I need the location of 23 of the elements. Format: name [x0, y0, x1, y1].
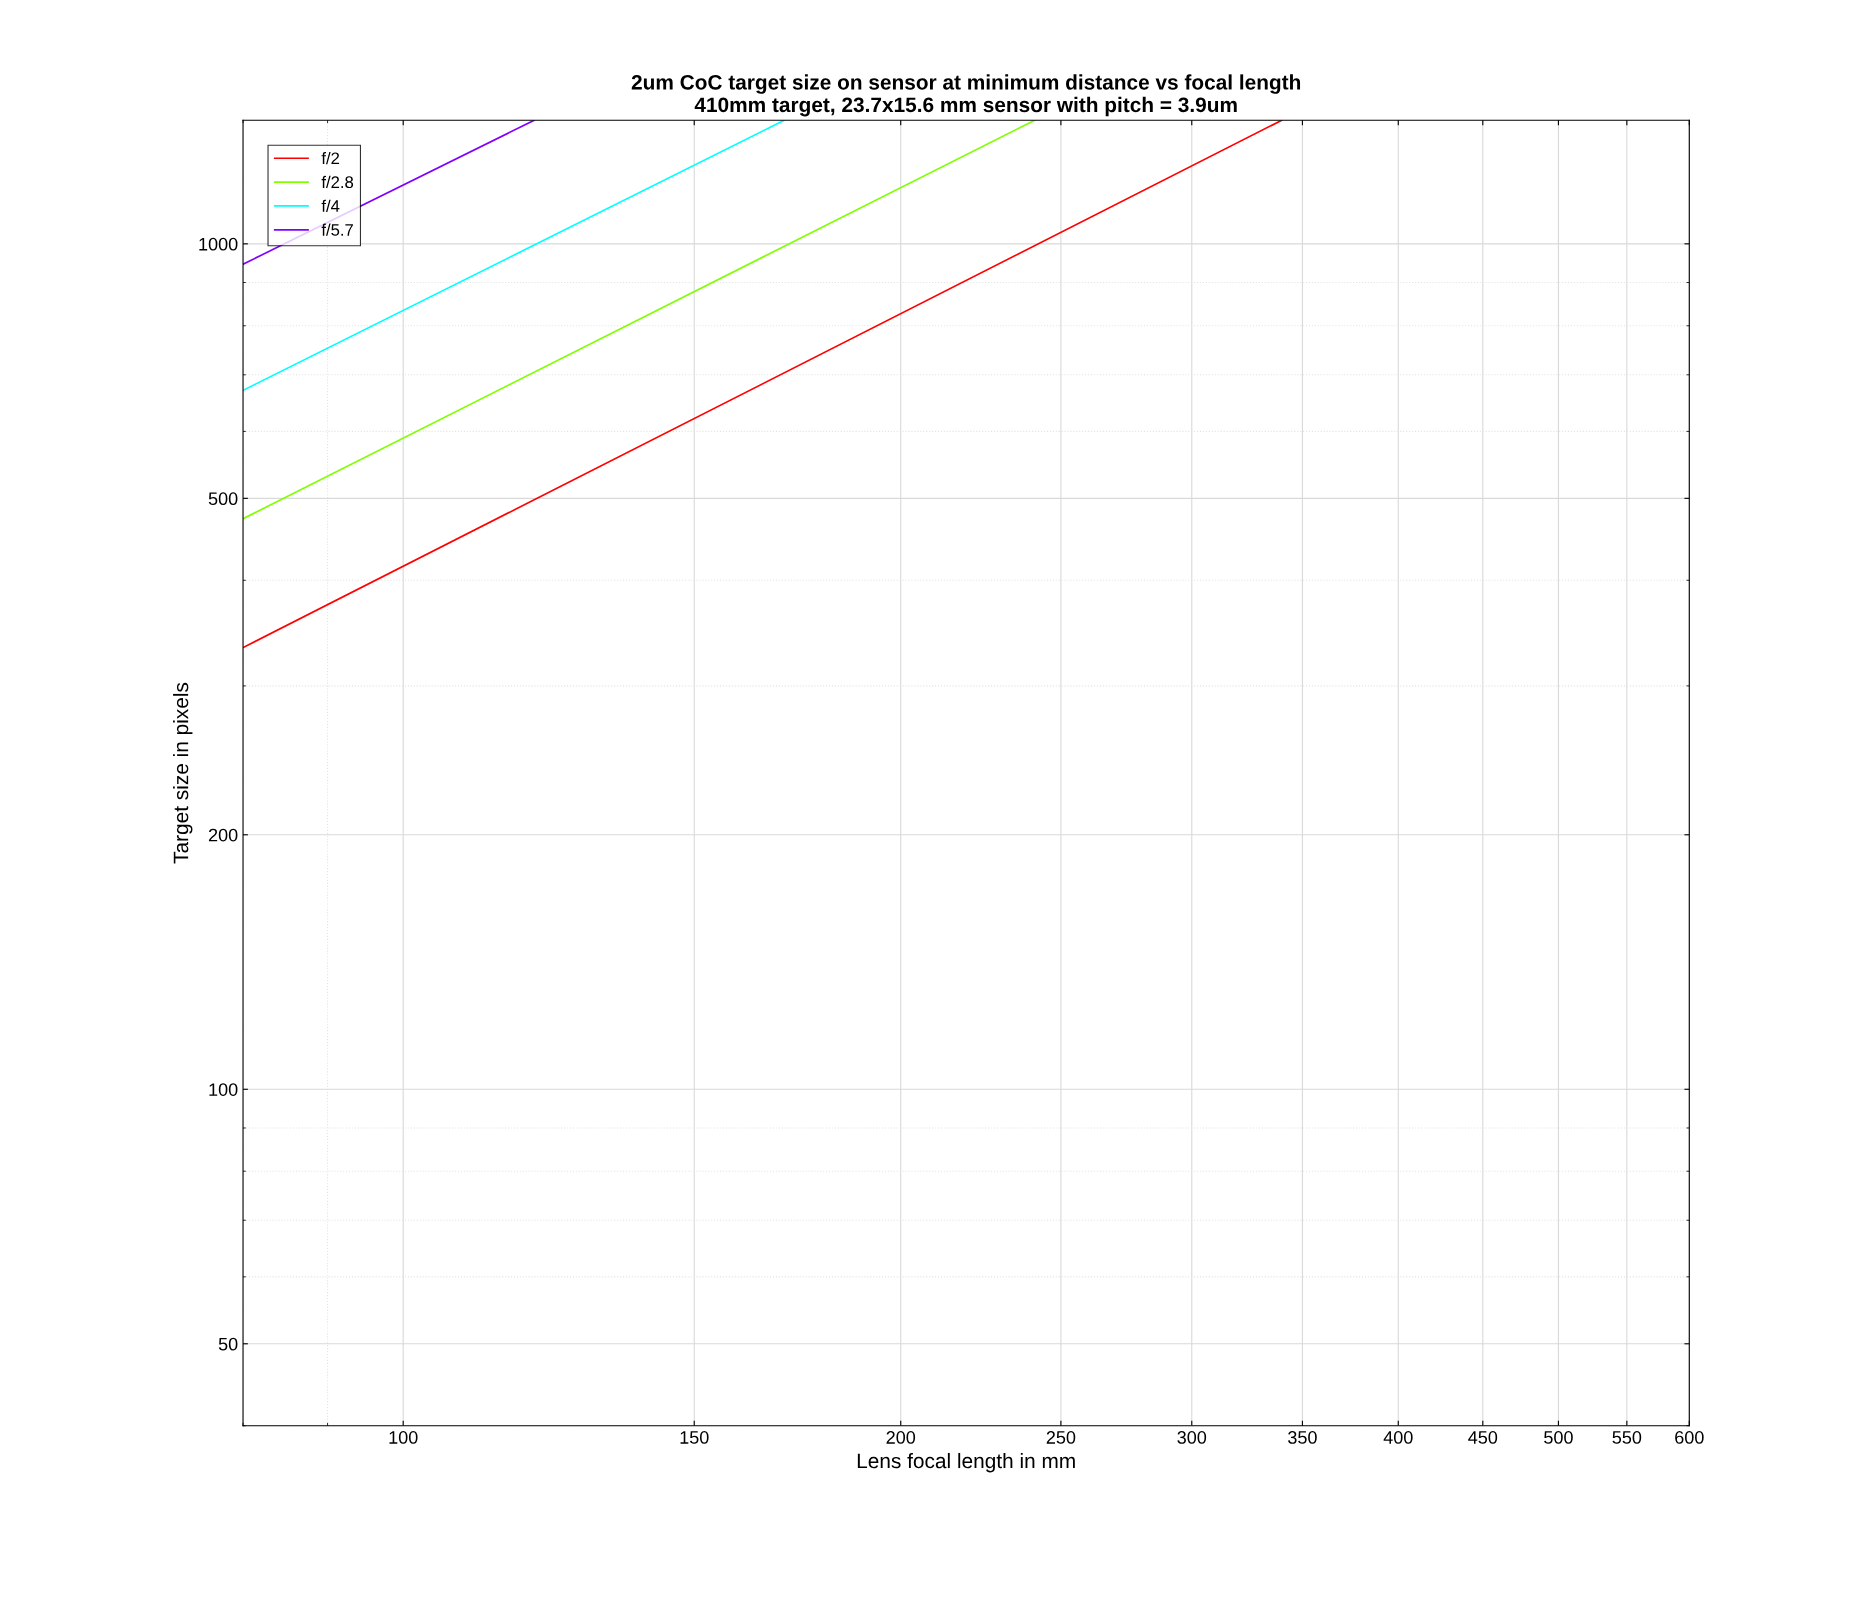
x-tick-label: 550 [1612, 1431, 1642, 1444]
y-tick-label: 1000 [199, 237, 238, 251]
y-tick-label: 50 [218, 1337, 238, 1351]
legend-label: f/2 [321, 151, 340, 165]
legend-label: f/5.7 [321, 223, 353, 236]
x-tick-label: 350 [1288, 1431, 1317, 1444]
x-axis-title: Lens focal length in mm [857, 1452, 1075, 1473]
x-tick-label: 500 [1544, 1431, 1573, 1444]
x-tick-label: 100 [389, 1431, 418, 1444]
y-tick-label: 500 [208, 492, 238, 506]
legend-label: f/4 [321, 199, 340, 212]
x-tick-label: 150 [680, 1431, 709, 1444]
x-tick-label: 250 [1046, 1431, 1076, 1444]
x-tick-label: 400 [1383, 1431, 1413, 1444]
chart-title: 2um CoC target size on sensor at minimum distance vs focal length 410mm target, 23.7x15.6 mm sensor with pitch = 3.9um [631, 74, 1301, 117]
y-axis-title: Target size in pixels [173, 682, 193, 864]
x-tick-label: 600 [1675, 1431, 1704, 1444]
y-tick-label: 100 [209, 1083, 238, 1097]
legend-label: f/2.8 [321, 175, 354, 189]
x-tick-label: 200 [886, 1431, 916, 1444]
x-tick-label: 450 [1468, 1431, 1498, 1444]
x-tick-label: 300 [1177, 1431, 1207, 1444]
y-tick-label: 200 [208, 828, 238, 842]
